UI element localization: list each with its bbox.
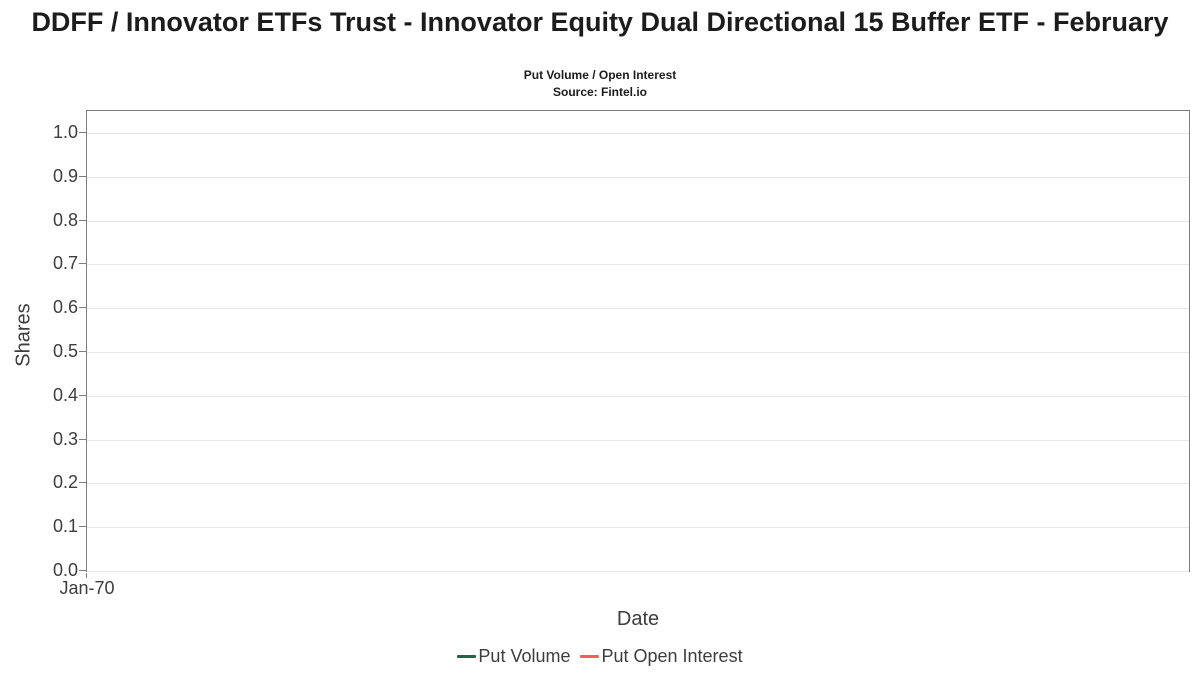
y-tick-mark [79, 307, 86, 309]
gridline [87, 527, 1189, 529]
y-tick-mark [79, 351, 86, 352]
y-tick-label: 0.7 [52, 253, 78, 274]
legend-marker [457, 655, 477, 658]
y-tick-mark [79, 132, 86, 133]
legend-item-put-volume[interactable]: Put Volume [457, 646, 570, 667]
y-tick-mark [79, 175, 86, 177]
gridline [87, 439, 1189, 441]
legend: Put Volume Put Open Interest [0, 646, 1200, 667]
y-tick-mark [79, 482, 86, 484]
y-tick-label: 0.0 [52, 560, 78, 580]
y-tick-mark [79, 438, 86, 440]
y-tick-label: 0.1 [52, 516, 78, 537]
legend-label: Put Volume [478, 646, 571, 666]
gridline [87, 483, 1189, 485]
y-tick-mark [79, 263, 86, 265]
y-tick-mark [79, 219, 86, 221]
gridline [87, 352, 1189, 353]
gridline [87, 308, 1189, 310]
y-tick-label: 0.3 [52, 428, 78, 449]
x-axis-title: Date [616, 608, 660, 630]
legend-item-put-open-interest[interactable]: Put Open Interest [580, 646, 743, 667]
gridline [87, 571, 1189, 572]
legend-label: Put Open Interest [601, 646, 743, 666]
y-tick-label: 1.0 [52, 122, 78, 142]
y-tick-label: 0.9 [52, 165, 78, 186]
gridline [87, 133, 1189, 134]
y-tick-label: 0.5 [52, 341, 78, 361]
chart-source: Source: Fintel.io [552, 85, 647, 99]
gridline [87, 264, 1189, 266]
plot-area [86, 110, 1190, 572]
y-tick-label: 0.6 [52, 297, 78, 318]
y-tick-mark [79, 394, 86, 396]
gridline [87, 176, 1189, 178]
y-tick-mark [79, 570, 86, 571]
y-tick-label: 0.4 [52, 384, 78, 405]
chart-subtitle: Put Volume / Open Interest [523, 68, 677, 82]
gridline [87, 220, 1189, 222]
y-tick-label: 0.2 [52, 472, 78, 493]
gridline [87, 395, 1189, 397]
x-tick-mark [86, 573, 87, 578]
y-tick-mark [79, 526, 86, 528]
legend-marker [580, 655, 600, 658]
y-tick-label: 0.8 [52, 209, 78, 230]
chart-title: DDFF / Innovator ETFs Trust - Innovator … [31, 7, 1169, 37]
x-tick-label: Jan-70 [59, 578, 115, 598]
